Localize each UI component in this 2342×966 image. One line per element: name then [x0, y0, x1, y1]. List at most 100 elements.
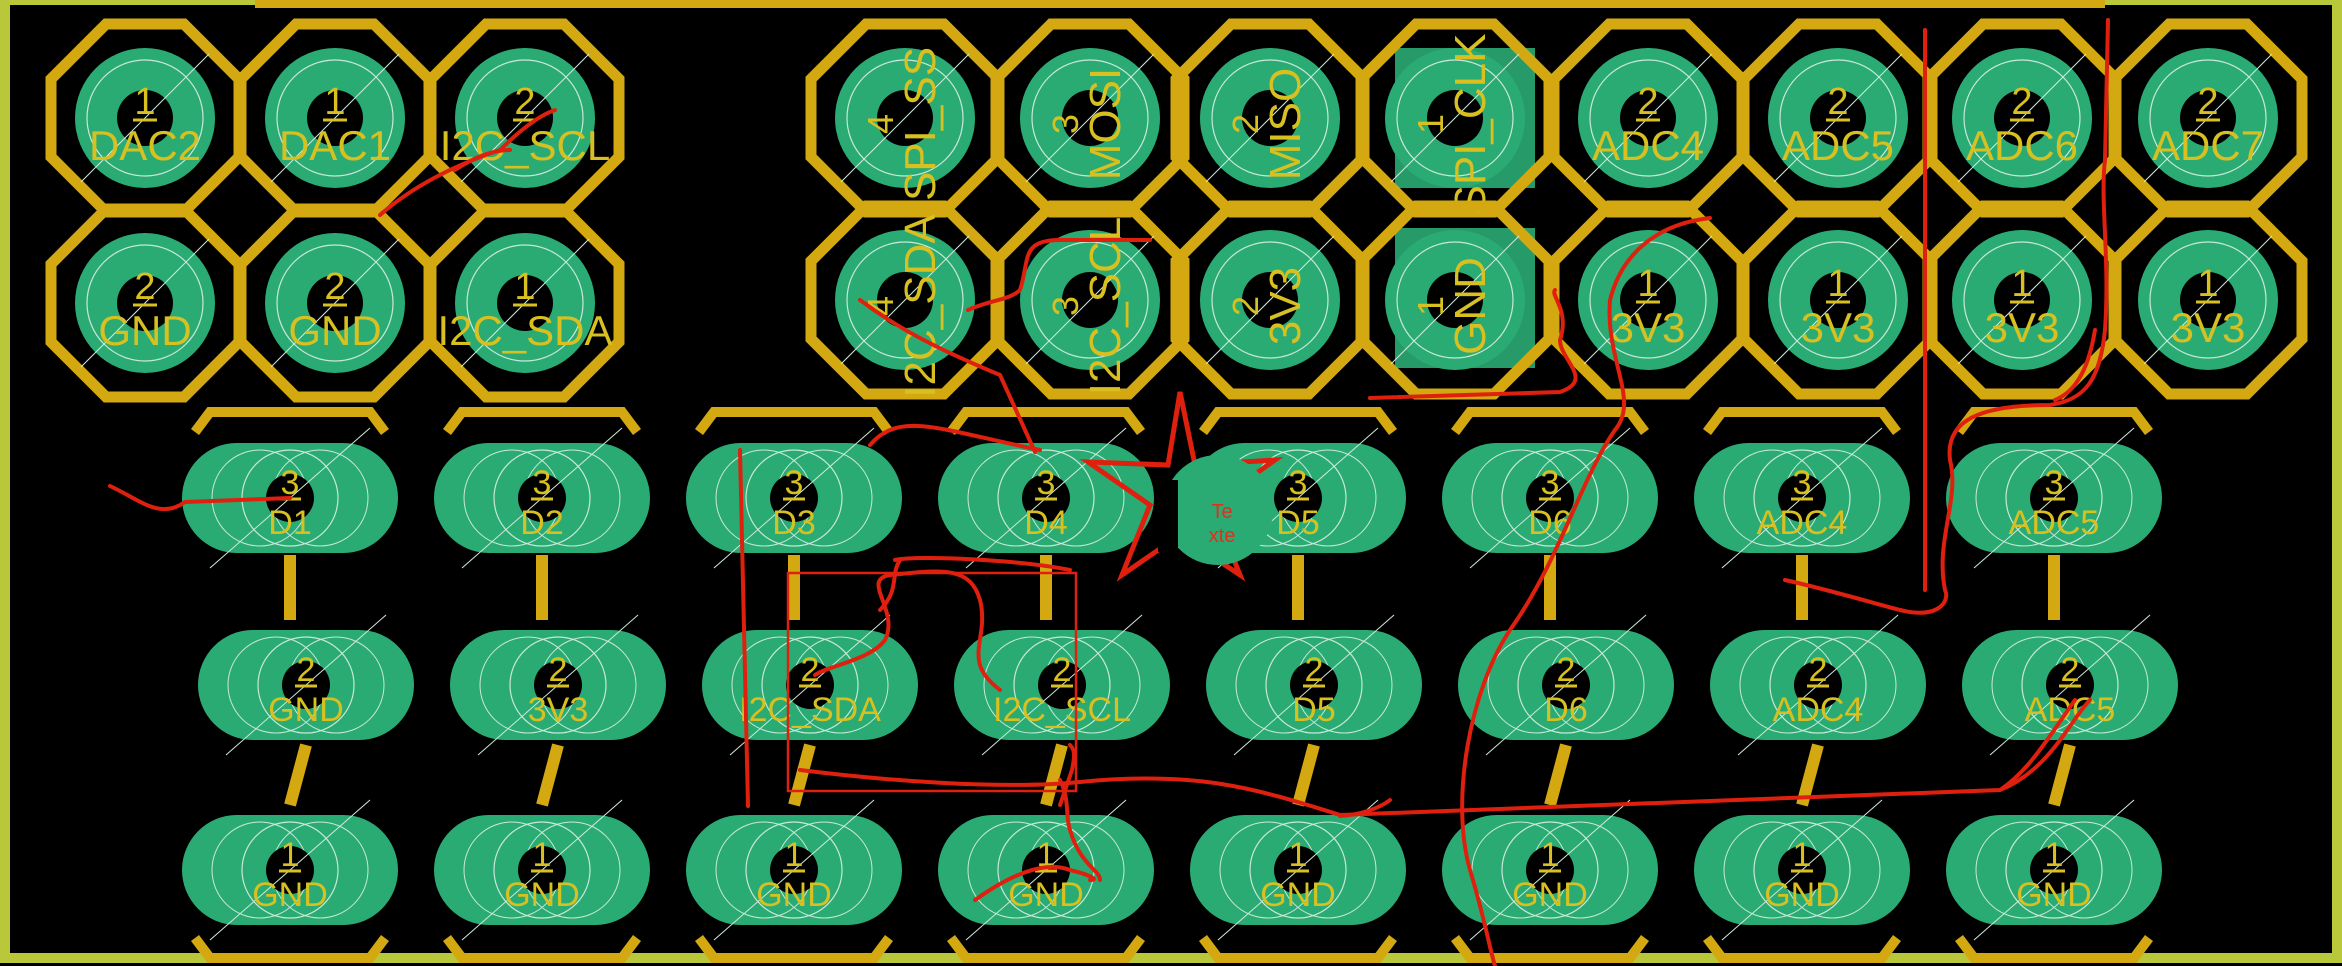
- selection-box: [786, 571, 1078, 793]
- connector-top-bracket: [1199, 407, 1397, 435]
- pad-crosshair: [460, 53, 590, 183]
- pad-number: 3: [1045, 114, 1086, 134]
- pad-crosshair: [1025, 53, 1155, 183]
- oval-pad[interactable]: 3D4: [938, 427, 1154, 569]
- pad-net-label: GND: [1260, 876, 1336, 914]
- pad-number: 2: [297, 651, 316, 689]
- pad-ring: [493, 449, 591, 547]
- pad-net-label: 3V3: [1985, 304, 2060, 351]
- pad-net-label: I2C_SCL: [993, 691, 1131, 729]
- oval-pad[interactable]: 3D6: [1442, 427, 1658, 569]
- pad-number: 2: [324, 266, 345, 308]
- pad-net-label: D4: [1024, 504, 1067, 542]
- pad-ring: [86, 244, 204, 362]
- pad-number: 2: [1827, 81, 1848, 123]
- pad-net-label: ADC4: [1757, 504, 1848, 542]
- pad-number: 1: [1410, 296, 1451, 316]
- oval-pad[interactable]: 2D5: [1206, 614, 1422, 756]
- pad-ring: [1779, 241, 1897, 359]
- oval-pad[interactable]: 2D6: [1458, 614, 1674, 756]
- pad-net-label: D3: [772, 504, 815, 542]
- oval-pad[interactable]: 3D3: [686, 427, 902, 569]
- pad-number: 2: [1225, 114, 1266, 134]
- pad-net-label: MISO: [1261, 68, 1310, 180]
- pad-number: 3: [785, 464, 804, 502]
- pad-outline: [1738, 200, 1938, 400]
- pad-ring: [1753, 821, 1851, 919]
- ratsnest-wire: [798, 768, 1342, 817]
- pad-crosshair: [1583, 235, 1713, 365]
- pad-outline: [1922, 200, 2122, 400]
- pad-ring: [2021, 636, 2119, 734]
- pad-net-label: I2C_SDA: [437, 307, 612, 354]
- pad-net-label: SPI_SS: [896, 47, 945, 201]
- pad-outline: [805, 200, 1005, 400]
- pad-ring: [745, 821, 843, 919]
- pad-number: 2: [514, 81, 535, 123]
- top-copper-strip: [255, 0, 2105, 8]
- connector-bottom-bracket: [695, 935, 893, 963]
- connector-outline: [1703, 407, 1901, 963]
- pad-number: 3: [1541, 464, 1560, 502]
- pad-ring: [1249, 821, 1347, 919]
- pad-crosshair: [1390, 53, 1520, 183]
- oval-pad[interactable]: 3D2: [434, 427, 650, 569]
- ratsnest-wire: [966, 238, 1152, 312]
- connector-bottom-bracket: [191, 935, 389, 963]
- pad-number: 3: [2045, 464, 2064, 502]
- pad-outline: [1170, 200, 1370, 400]
- pad-crosshair: [1583, 53, 1713, 183]
- pad-net-label: D6: [1528, 504, 1571, 542]
- pad-ring: [257, 636, 355, 734]
- pad-number: 3: [1045, 296, 1086, 316]
- pad-number: 1: [514, 266, 535, 308]
- pad-ring: [1211, 241, 1329, 359]
- connector-bottom-bracket: [1451, 935, 1649, 963]
- pad-crosshair: [80, 238, 210, 368]
